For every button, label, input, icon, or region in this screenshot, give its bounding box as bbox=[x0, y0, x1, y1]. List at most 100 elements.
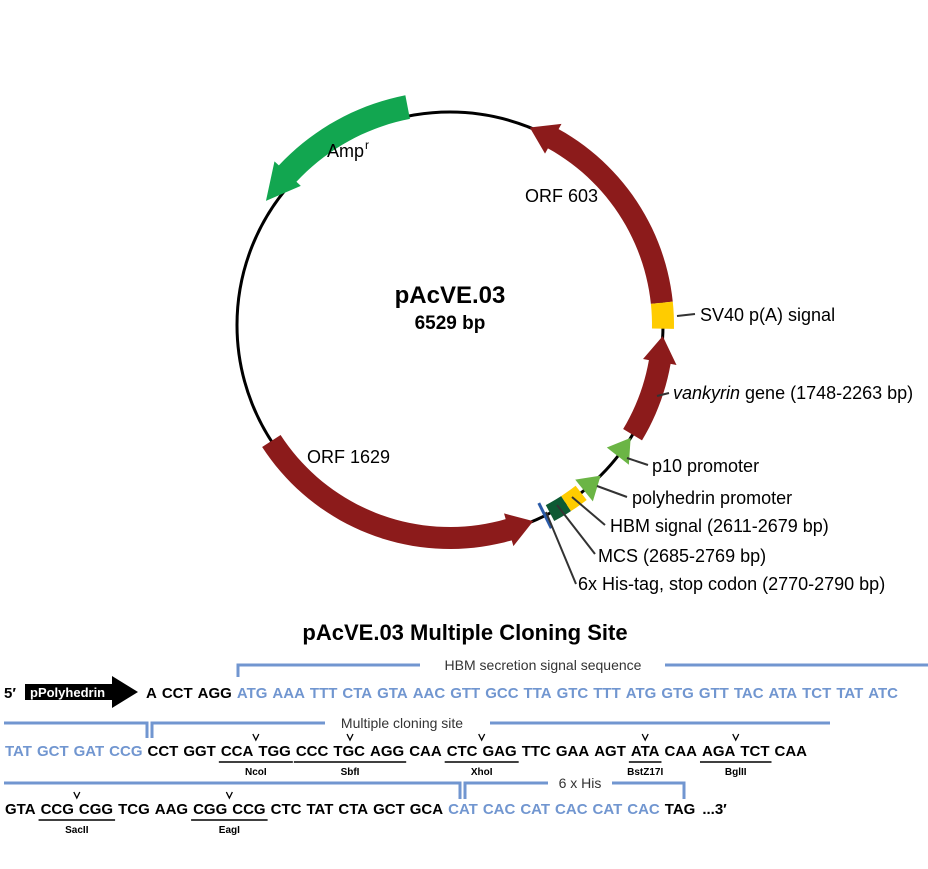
codon: GCT bbox=[37, 743, 69, 760]
feature-label: SV40 p(A) signal bbox=[700, 305, 835, 325]
annotation-bracket bbox=[4, 721, 149, 738]
codon: TCT bbox=[802, 685, 831, 702]
sequence-end: ...3′ bbox=[702, 801, 727, 818]
codon: A bbox=[146, 685, 157, 702]
annotation-bracket bbox=[463, 781, 548, 799]
codon: AAC bbox=[413, 685, 446, 702]
annotation-bracket bbox=[4, 781, 462, 799]
feature-label: ORF 603 bbox=[525, 186, 598, 206]
feature-label: MCS (2685-2769 bp) bbox=[598, 546, 766, 566]
leader-line bbox=[656, 392, 670, 397]
feature-label-superscript: r bbox=[365, 138, 369, 152]
codon: AAG bbox=[155, 801, 188, 818]
codon: GAT bbox=[74, 743, 105, 760]
codon: TGC bbox=[333, 743, 365, 760]
codon: TTT bbox=[593, 685, 621, 702]
enzyme-label: BglII bbox=[725, 767, 747, 778]
codon: TAT bbox=[306, 801, 333, 818]
codon: CTA bbox=[342, 685, 372, 702]
feature-label: polyhedrin promoter bbox=[632, 488, 792, 508]
feature-arrow bbox=[575, 475, 601, 502]
codon: CGG bbox=[79, 801, 113, 818]
leader-line bbox=[626, 457, 649, 466]
codon: ATC bbox=[868, 685, 898, 702]
codon: ATA bbox=[631, 743, 660, 760]
leader-line bbox=[596, 485, 628, 498]
leader-line bbox=[545, 511, 577, 585]
codon: AGG bbox=[370, 743, 404, 760]
codon: CAC bbox=[483, 801, 516, 818]
feature-label: p10 promoter bbox=[652, 456, 759, 476]
leader-line bbox=[676, 313, 696, 317]
feature-label: vankyrin bbox=[673, 383, 740, 403]
cut-site-caret bbox=[478, 733, 486, 742]
codon: AGA bbox=[702, 743, 736, 760]
cut-site-caret bbox=[225, 791, 233, 800]
codon: GAA bbox=[556, 743, 590, 760]
codon: CAC bbox=[555, 801, 588, 818]
codon: CTC bbox=[271, 801, 302, 818]
leader-line bbox=[556, 504, 596, 555]
codon: TAC bbox=[734, 685, 764, 702]
cut-site-caret bbox=[346, 733, 354, 742]
codon: CAC bbox=[627, 801, 660, 818]
enzyme-label: SacII bbox=[65, 825, 89, 836]
feature-arrow bbox=[650, 301, 674, 329]
codon: TTA bbox=[524, 685, 552, 702]
feature-arrow bbox=[262, 435, 534, 549]
enzyme-label: EagI bbox=[219, 825, 240, 836]
codon: CCG bbox=[109, 743, 142, 760]
annotation-label: 6 x His bbox=[559, 775, 602, 791]
annotation-bracket bbox=[150, 721, 325, 738]
feature-label: ORF 1629 bbox=[307, 447, 390, 467]
codon: AAA bbox=[272, 685, 305, 702]
cut-site-caret bbox=[641, 733, 649, 742]
codon: TGG bbox=[258, 743, 291, 760]
codon: ATG bbox=[237, 685, 268, 702]
codon: CAA bbox=[409, 743, 442, 760]
codon: CAT bbox=[520, 801, 550, 818]
annotation-bracket bbox=[612, 781, 686, 799]
cut-site-caret bbox=[732, 733, 740, 742]
codon: CTC bbox=[447, 743, 478, 760]
sequence-start: 5′ bbox=[4, 685, 16, 702]
codon: ATG bbox=[626, 685, 657, 702]
annotation-bracket bbox=[236, 663, 420, 677]
enzyme-label: SbfI bbox=[341, 767, 360, 778]
feature-arrow bbox=[265, 95, 410, 201]
codon: CTA bbox=[338, 801, 368, 818]
codon: CAA bbox=[775, 743, 808, 760]
leader-line bbox=[571, 496, 606, 526]
feature-marker bbox=[537, 502, 553, 529]
codon: TTC bbox=[522, 743, 551, 760]
codon: CAT bbox=[593, 801, 623, 818]
cut-site-caret bbox=[252, 733, 260, 742]
annotation-label: HBM secretion signal sequence bbox=[445, 657, 642, 673]
codon: GCT bbox=[373, 801, 405, 818]
codon: TTT bbox=[310, 685, 338, 702]
annotation-label: Multiple cloning site bbox=[341, 715, 463, 731]
codon: CAA bbox=[664, 743, 697, 760]
feature-arrow bbox=[623, 336, 677, 441]
codon: GTT bbox=[699, 685, 729, 702]
codon: CCT bbox=[148, 743, 179, 760]
codon: AGT bbox=[594, 743, 626, 760]
codon: TCT bbox=[740, 743, 769, 760]
codon: CCA bbox=[221, 743, 254, 760]
codon: TAG bbox=[665, 801, 696, 818]
feature-label: gene (1748-2263 bp) bbox=[745, 383, 913, 403]
feature-label: 6x His-tag, stop codon (2770-2790 bp) bbox=[578, 574, 885, 594]
feature-label: Amp bbox=[327, 141, 364, 161]
plasmid-size: 6529 bp bbox=[415, 313, 486, 334]
feature-arrow bbox=[529, 123, 673, 304]
enzyme-label: XhoI bbox=[471, 767, 493, 778]
codon: TCG bbox=[118, 801, 150, 818]
codon: CAT bbox=[448, 801, 478, 818]
feature-label: HBM signal (2611-2679 bp) bbox=[610, 516, 829, 536]
cut-site-caret bbox=[73, 791, 81, 800]
codon: AGG bbox=[198, 685, 232, 702]
codon: TAT bbox=[836, 685, 863, 702]
codon: GTC bbox=[557, 685, 589, 702]
